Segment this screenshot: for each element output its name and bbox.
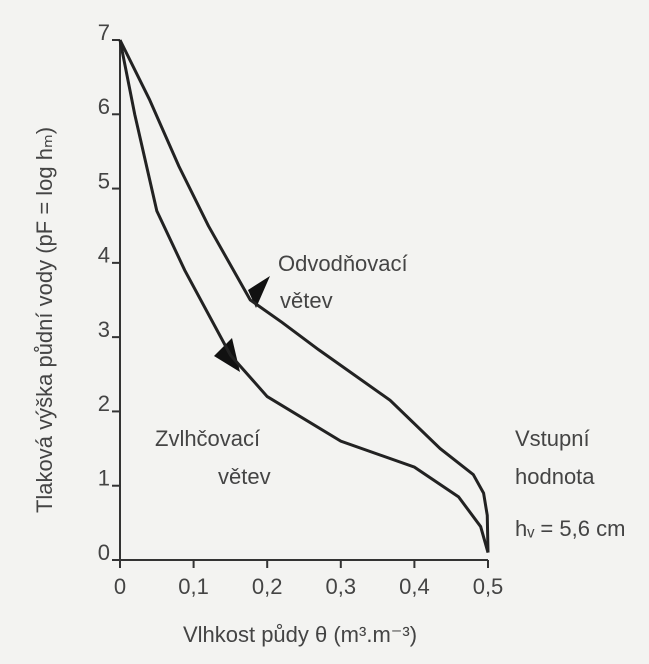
y-tick-label: 1 bbox=[98, 466, 110, 491]
annotation: hᵥ = 5,6 cm bbox=[515, 516, 625, 541]
annotation: Zvlhčovací bbox=[155, 426, 260, 451]
arrow bbox=[248, 276, 270, 308]
arrow bbox=[214, 338, 240, 372]
x-tick-label: 0,5 bbox=[473, 574, 504, 599]
x-tick-label: 0 bbox=[114, 574, 126, 599]
x-tick-label: 0,2 bbox=[252, 574, 283, 599]
curve bbox=[118, 39, 490, 553]
annotation: Odvodňovací bbox=[278, 251, 408, 276]
curve bbox=[118, 39, 490, 553]
x-tick-label: 0,3 bbox=[326, 574, 357, 599]
y-tick-label: 3 bbox=[98, 317, 110, 342]
annotation: hodnota bbox=[515, 464, 595, 489]
annotation: větev bbox=[280, 288, 333, 313]
y-tick-label: 0 bbox=[98, 540, 110, 565]
y-axis-label: Tlaková výška půdní vody (pF = log hₘ) bbox=[32, 127, 57, 513]
x-axis-label: Vlhkost půdy θ (m³.m⁻³) bbox=[183, 622, 417, 647]
y-tick-label: 5 bbox=[98, 168, 110, 193]
y-tick-label: 2 bbox=[98, 391, 110, 416]
y-tick-label: 4 bbox=[98, 243, 110, 268]
x-tick-label: 0,1 bbox=[178, 574, 209, 599]
x-tick-label: 0,4 bbox=[399, 574, 430, 599]
annotation: Vstupní bbox=[515, 426, 590, 451]
y-tick-label: 7 bbox=[98, 20, 110, 45]
y-tick-label: 6 bbox=[98, 94, 110, 119]
annotation: větev bbox=[218, 464, 271, 489]
